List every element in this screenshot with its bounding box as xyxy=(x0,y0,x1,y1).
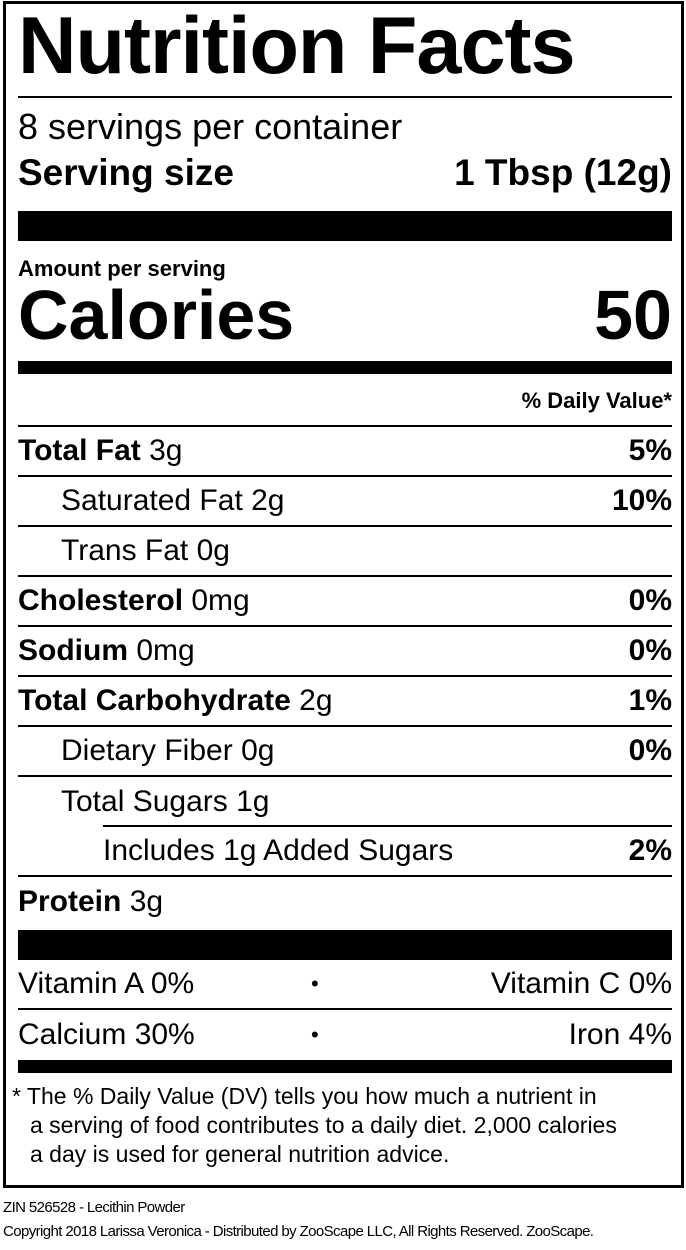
nutrient-row: Includes 1g Added Sugars 2% xyxy=(18,827,672,877)
thick-bar xyxy=(18,211,672,241)
nutrient-daily-value: 1% xyxy=(628,684,672,717)
vitamin-row: Vitamin A 0% • Vitamin C 0% xyxy=(18,960,672,1010)
nutrient-row: Trans Fat 0g xyxy=(18,527,672,577)
nutrient-row: Total Sugars 1g xyxy=(18,777,672,827)
nutrient-row: Total Carbohydrate 2g 1% xyxy=(18,677,672,727)
divider xyxy=(18,96,672,98)
nutrient-name: Saturated Fat xyxy=(61,484,243,517)
nutrient-amount: 0mg xyxy=(136,634,195,667)
nutrient-name: Sodium xyxy=(18,634,128,667)
calories-row: Calories 50 xyxy=(18,272,672,358)
product-line: ZIN 526528 - Lecithin Powder xyxy=(3,1199,185,1216)
nutrient-list: Total Fat 3g 5% Saturated Fat 2g 10% Trans F… xyxy=(18,427,672,927)
nutrition-label xyxy=(3,1,684,1188)
nutrient-row: Cholesterol 0mg 0% xyxy=(18,577,672,627)
nutrient-label: Saturated Fat 2g xyxy=(18,484,285,518)
nutrient-daily-value: 0% xyxy=(628,584,672,617)
footnote: * The % Daily Value (DV) tells you how m… xyxy=(12,1082,672,1169)
copyright: Copyright 2018 Larissa Veronica - Distri… xyxy=(3,1223,594,1240)
vitamin-right: Iron 4% xyxy=(568,1018,672,1051)
nutrient-daily-value: 0% xyxy=(628,634,672,667)
nutrient-amount: 0g xyxy=(241,734,275,767)
nutrient-name: Total Carbohydrate xyxy=(18,684,291,717)
nutrient-daily-value: 5% xyxy=(628,434,672,467)
serving-size-row: Serving size 1 Tbsp (12g) xyxy=(18,152,672,194)
vitamin-right: Vitamin C 0% xyxy=(490,967,672,1000)
nutrient-label: Total Fat 3g xyxy=(18,434,183,468)
nutrient-row: Protein 3g xyxy=(18,877,672,927)
medium-bar xyxy=(18,1060,672,1073)
nutrient-amount: 0mg xyxy=(191,584,250,617)
nutrient-label: Cholesterol 0mg xyxy=(18,584,250,618)
vitamin-left: Vitamin A 0% xyxy=(18,967,195,1000)
vitamin-sep: • xyxy=(311,1022,319,1047)
calories-label: Calories xyxy=(18,276,295,354)
footnote-line: a serving of food contributes to a daily… xyxy=(30,1112,617,1138)
footnote-line: a day is used for general nutrition advi… xyxy=(30,1141,450,1167)
nutrient-label: Trans Fat 0g xyxy=(18,534,230,568)
nutrient-daily-value: 0% xyxy=(628,734,672,767)
serving-size-label: Serving size xyxy=(18,152,234,193)
vitamin-sep: • xyxy=(311,971,319,996)
nutrient-amount: 3g xyxy=(129,885,164,918)
nutrient-name: Includes 1g Added Sugars xyxy=(103,834,454,867)
nutrient-row: Dietary Fiber 0g 0% xyxy=(18,727,672,777)
nutrient-label: Total Carbohydrate 2g xyxy=(18,684,333,718)
daily-value-header: % Daily Value* xyxy=(521,388,672,413)
nutrient-amount: 0g xyxy=(196,534,230,567)
serving-size-value: 1 Tbsp (12g) xyxy=(454,152,672,193)
thick-bar xyxy=(18,930,672,960)
vitamin-left: Calcium 30% xyxy=(18,1018,195,1051)
nutrient-label: Dietary Fiber 0g xyxy=(18,734,274,768)
nutrient-name: Total Sugars xyxy=(61,785,228,818)
nutrient-daily-value: 10% xyxy=(611,484,672,517)
nutrient-daily-value: 2% xyxy=(628,834,672,867)
nutrient-name: Dietary Fiber xyxy=(61,734,233,767)
nutrient-row: Total Fat 3g 5% xyxy=(18,427,672,477)
medium-bar xyxy=(18,361,672,374)
nutrient-label: Includes 1g Added Sugars xyxy=(18,834,453,868)
label-title: Nutrition Facts xyxy=(18,1,576,91)
nutrient-amount: 2g xyxy=(251,484,285,517)
nutrient-amount: 3g xyxy=(149,434,183,467)
nutrient-label: Total Sugars 1g xyxy=(18,785,269,819)
nutrient-label: Protein 3g xyxy=(18,885,163,919)
vitamin-row: Calcium 30% • Iron 4% xyxy=(18,1010,672,1060)
nutrient-name: Protein xyxy=(18,885,122,918)
nutrient-name: Trans Fat xyxy=(61,534,189,567)
divider xyxy=(18,425,672,427)
amount-per-serving: Amount per serving xyxy=(18,256,226,281)
calories-value: 50 xyxy=(594,276,672,354)
nutrient-name: Cholesterol xyxy=(18,584,184,617)
nutrient-label: Sodium 0mg xyxy=(18,634,195,668)
nutrient-name: Total Fat xyxy=(18,434,141,467)
nutrient-row: Sodium 0mg 0% xyxy=(18,627,672,677)
servings-per-container: 8 servings per container xyxy=(18,106,403,147)
nutrient-row: Saturated Fat 2g 10% xyxy=(18,477,672,527)
footnote-line: * The % Daily Value (DV) tells you how m… xyxy=(12,1083,597,1109)
nutrient-amount: 2g xyxy=(299,684,333,717)
nutrient-amount: 1g xyxy=(236,785,270,818)
vitamin-list: Vitamin A 0% • Vitamin C 0% Calcium 30% • Iro… xyxy=(18,960,672,1060)
